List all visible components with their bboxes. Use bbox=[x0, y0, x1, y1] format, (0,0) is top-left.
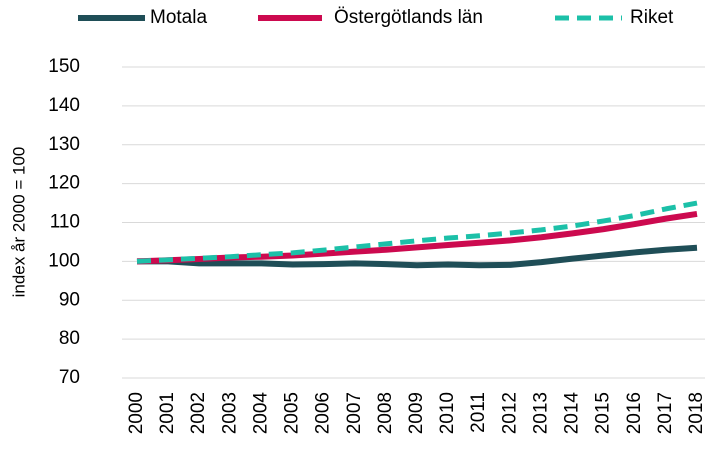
x-tick-label: 2003 bbox=[219, 392, 240, 434]
y-tick-label: 130 bbox=[48, 134, 80, 155]
x-tick-label: 2008 bbox=[375, 392, 396, 434]
x-tick-label: 2007 bbox=[344, 392, 365, 434]
series-line bbox=[137, 244, 698, 269]
y-tick-label: 150 bbox=[48, 56, 80, 77]
series-line bbox=[136, 200, 698, 264]
x-tick-label: 2005 bbox=[282, 392, 303, 434]
x-tick-label: 2011 bbox=[468, 392, 489, 433]
x-tick-label: 2000 bbox=[126, 392, 147, 434]
y-tick-label: 70 bbox=[59, 367, 80, 388]
x-tick-label: 2010 bbox=[437, 392, 458, 434]
y-tick-label: 140 bbox=[48, 95, 80, 116]
legend-label: Motala bbox=[150, 7, 207, 28]
x-tick-label: 2017 bbox=[655, 392, 676, 434]
x-tick-label: 2009 bbox=[406, 392, 427, 434]
x-tick-label: 2004 bbox=[250, 392, 271, 435]
x-tick-label: 2012 bbox=[499, 392, 520, 434]
x-tick-label: 2013 bbox=[530, 392, 551, 434]
y-tick-label: 90 bbox=[59, 289, 80, 310]
y-axis-label: index år 2000 = 100 bbox=[9, 147, 28, 298]
x-tick-label: 2016 bbox=[624, 392, 645, 434]
y-tick-label: 100 bbox=[48, 250, 80, 271]
legend-label: Östergötlands län bbox=[334, 7, 483, 28]
y-tick-label: 110 bbox=[50, 212, 80, 233]
x-tick-label: 2014 bbox=[562, 392, 583, 435]
y-tick-label: 120 bbox=[48, 173, 80, 194]
x-tick-label: 2018 bbox=[686, 392, 707, 434]
x-tick-label: 2001 bbox=[157, 392, 178, 434]
x-tick-label: 2006 bbox=[313, 392, 334, 434]
x-tick-label: 2002 bbox=[188, 392, 209, 434]
x-tick-label: 2015 bbox=[593, 392, 614, 434]
legend-label: Riket bbox=[630, 7, 674, 28]
y-tick-label: 80 bbox=[59, 328, 80, 349]
